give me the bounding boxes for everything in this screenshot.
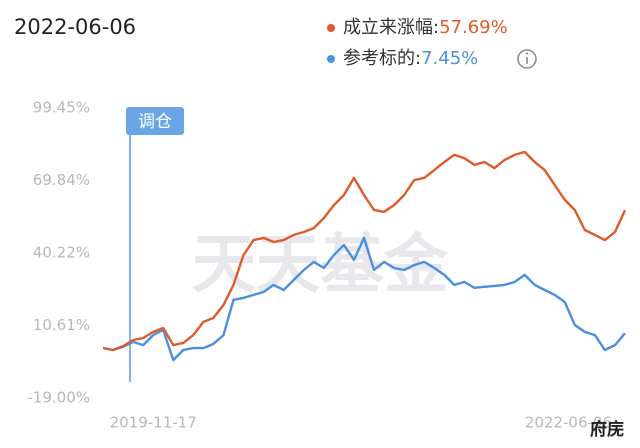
y-tick-label: 40.22% xyxy=(33,244,90,262)
x-tick-label: 2019-11-17 xyxy=(110,414,197,432)
legend-dot xyxy=(327,55,335,63)
legend-value: 57.69% xyxy=(439,17,508,38)
series-line xyxy=(102,236,626,362)
y-tick-label: 10.61% xyxy=(33,316,90,334)
y-tick-label: 69.84% xyxy=(33,171,90,189)
date: 2022-06-06 xyxy=(14,15,136,39)
rebalance-tag xyxy=(126,107,184,135)
legend-name: 参考标的: xyxy=(343,48,421,69)
x-tick-label: 2022-06-06 xyxy=(525,414,612,432)
series-line xyxy=(102,150,627,352)
info-icon-dot xyxy=(525,52,529,55)
y-tick-label: 99.45% xyxy=(33,99,90,117)
y-tick-label: -19.00% xyxy=(27,389,90,407)
signature: 府庑 xyxy=(590,419,624,440)
info-icon[interactable] xyxy=(517,49,537,69)
legend-dot xyxy=(327,24,335,32)
legend-entry: 成立来涨幅:57.69% xyxy=(343,17,508,38)
rebalance-label: 调仓 xyxy=(138,112,172,132)
legend-name: 成立来涨幅: xyxy=(343,17,439,38)
legend-entry: 参考标的:7.45% xyxy=(343,48,478,69)
legend-value: 7.45% xyxy=(421,48,478,69)
